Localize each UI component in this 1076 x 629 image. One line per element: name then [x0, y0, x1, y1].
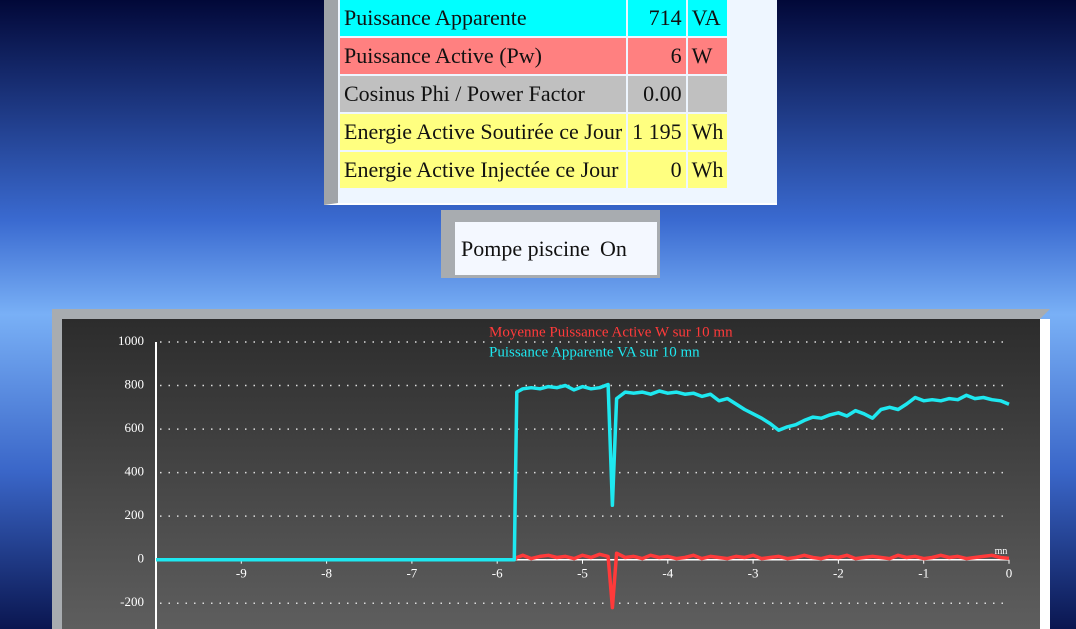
info-table: Puissance Apparente 714 VA Puissance Active… [338, 0, 729, 190]
x-tick-label: 0 [1006, 566, 1013, 581]
row-unit: VA [687, 0, 728, 36]
status-state: On [599, 235, 627, 261]
y-tick-label: -200 [120, 594, 144, 609]
row-unit [687, 76, 728, 112]
table-row: Puissance Active (Pw) 6 W [340, 38, 728, 74]
row-value: 1 195 [628, 114, 686, 150]
row-value: 714 [628, 0, 686, 36]
row-value: 6 [628, 38, 686, 74]
row-label: Cosinus Phi / Power Factor [340, 76, 627, 112]
x-tick-label: -1 [918, 566, 929, 581]
x-tick-label: -7 [406, 566, 417, 581]
y-tick-label: 800 [125, 377, 145, 392]
series-line [156, 551, 1010, 610]
x-tick-label: -8 [321, 566, 332, 581]
table-row: Puissance Apparente 714 VA [340, 0, 728, 36]
status-box[interactable]: Pompe piscine On [441, 210, 660, 278]
y-tick-label: 0 [138, 551, 145, 566]
row-value: 0 [628, 152, 686, 188]
row-value: 0.00 [628, 76, 686, 112]
chart-bevel [1040, 319, 1050, 629]
table-row: Energie Active Soutirée ce Jour 1 195 Wh [340, 114, 728, 150]
row-label: Puissance Apparente [340, 0, 627, 36]
row-unit: Wh [687, 114, 728, 150]
y-tick-label: 1000 [118, 333, 144, 348]
status-label: Pompe piscine [461, 235, 590, 261]
table-row: Energie Active Injectée ce Jour 0 Wh [340, 152, 728, 188]
x-tick-label: -4 [662, 566, 673, 581]
y-tick-label: 600 [125, 420, 145, 435]
legend-entry: Puissance Apparente VA sur 10 mn [489, 344, 700, 360]
row-label: Energie Active Soutirée ce Jour [340, 114, 627, 150]
row-unit: Wh [687, 152, 728, 188]
row-label: Energie Active Injectée ce Jour [340, 152, 627, 188]
x-tick-label: -6 [492, 566, 503, 581]
x-tick-label: -2 [833, 566, 844, 581]
x-tick-label: -9 [236, 566, 247, 581]
legend-entry: Moyenne Puissance Active W sur 10 mn [489, 324, 733, 340]
chart-area [62, 319, 1040, 629]
x-axis-label: mn [995, 546, 1008, 557]
row-label: Puissance Active (Pw) [340, 38, 627, 74]
y-tick-label: 200 [125, 507, 145, 522]
x-tick-label: -3 [748, 566, 759, 581]
y-tick-label: 400 [125, 464, 145, 479]
row-unit: W [687, 38, 728, 74]
x-tick-label: -5 [577, 566, 588, 581]
series-line [156, 382, 1010, 562]
table-row: Cosinus Phi / Power Factor 0.00 [340, 76, 728, 112]
